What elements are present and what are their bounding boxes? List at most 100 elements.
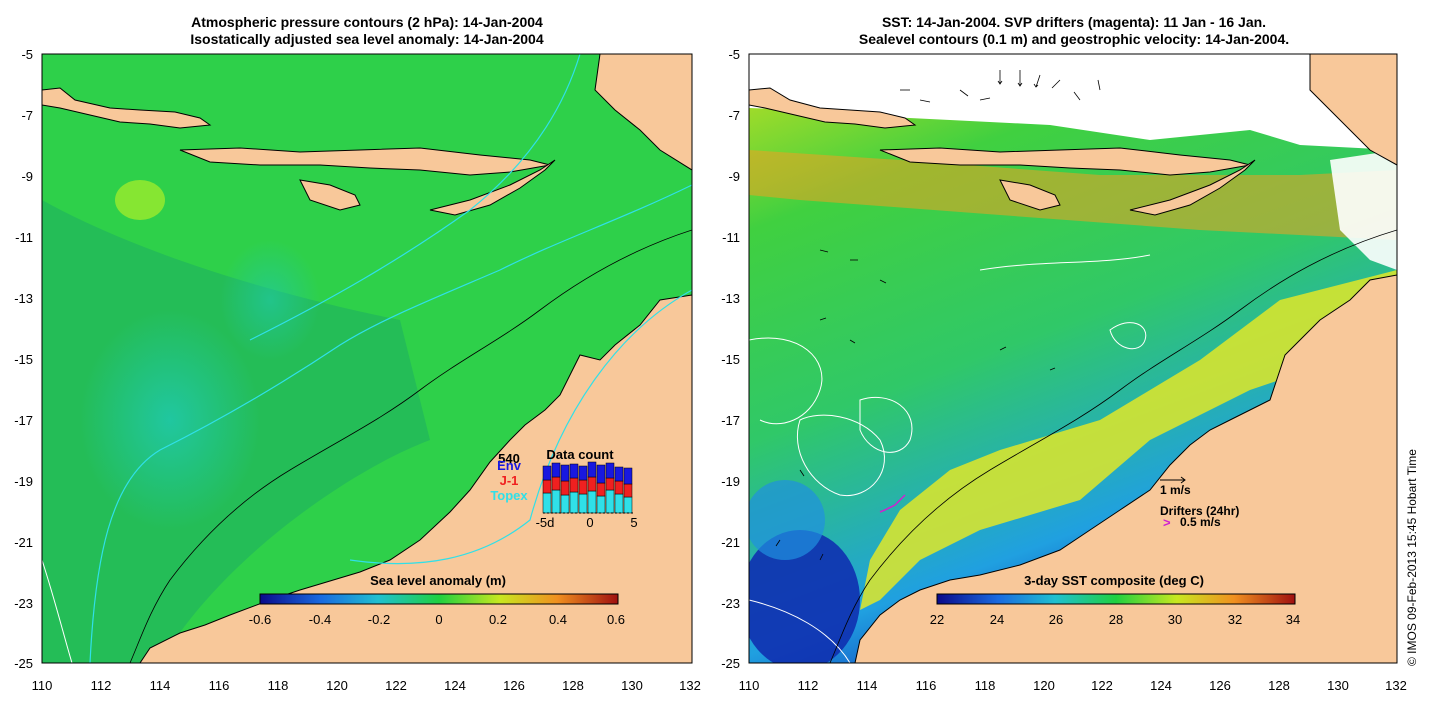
right-x-tick-label: 128 [1268, 678, 1290, 693]
data-count-x-tick: 0 [586, 515, 593, 530]
right-sealevel-contour [749, 337, 823, 425]
left-colorbar-tick: 0 [435, 612, 442, 627]
left-y-tick-label: -5 [21, 47, 33, 62]
velocity-key-label: 1 m/s [1160, 483, 1191, 497]
velocity-key: 1 m/s Drifters (24hr) > 0.5 m/s [1160, 476, 1239, 530]
right-sealevel-contour [749, 599, 851, 663]
velocity-arrow [819, 317, 827, 321]
right-y-tick-label: -19 [721, 474, 740, 489]
data-count-total: 540 [498, 451, 520, 466]
left-title-line2: Isostatically adjusted sea level anomaly… [190, 31, 544, 47]
data-count-legend-env: Env [497, 458, 522, 473]
right-x-tick-label: 130 [1327, 678, 1349, 693]
right-warm-band [749, 150, 1397, 240]
left-lesser-sunda-land [179, 147, 551, 176]
right-map-panel: SST: 14-Jan-2004. SVP drifters (magenta)… [721, 14, 1419, 693]
right-x-tick-label: 114 [857, 678, 878, 693]
data-count-bar [542, 479, 552, 494]
right-x-tick-label: 112 [798, 678, 819, 693]
left-y-tick-label: -11 [15, 230, 33, 245]
left-y-tick-label: -9 [21, 169, 33, 184]
left-x-tick-label: 112 [91, 678, 112, 693]
left-colorbar-tick: -0.6 [249, 612, 271, 627]
right-title-line2: Sealevel contours (0.1 m) and geostrophi… [859, 31, 1289, 47]
velocity-arrow [819, 553, 824, 561]
right-x-tick-label: 120 [1033, 678, 1055, 693]
left-colorbar-tick: 0.6 [607, 612, 625, 627]
left-colorbar: Sea level anomaly (m) -0.6 -0.4 -0.2 0 0… [249, 573, 625, 627]
left-java-land [42, 87, 212, 129]
data-count-bar [578, 465, 588, 481]
right-y-tick-label: -25 [721, 656, 740, 671]
velocity-arrow [959, 89, 969, 97]
velocity-arrow [919, 99, 931, 103]
drifters-key-label: Drifters (24hr) [1160, 504, 1239, 518]
right-sumba-land [999, 179, 1061, 211]
data-count-bar [560, 494, 570, 514]
drifters-speed-label: 0.5 m/s [1180, 515, 1221, 529]
left-x-tick-label: 132 [679, 678, 701, 693]
left-x-tick-label: 118 [268, 678, 289, 693]
left-high-anomaly-blob [115, 180, 165, 220]
velocity-arrow [879, 279, 887, 284]
left-x-tick-label: 124 [444, 678, 466, 693]
data-count-bar [578, 479, 588, 495]
left-colorbar-tick: -0.4 [309, 612, 331, 627]
left-sumba-land [299, 179, 361, 211]
data-count-bar [596, 495, 606, 514]
right-sealevel-contour [979, 254, 1151, 271]
right-sealevel-contour [859, 396, 913, 453]
right-new-guinea-land [1309, 54, 1397, 166]
velocity-arrow [1097, 79, 1101, 91]
velocity-arrow [979, 97, 991, 101]
data-count-bar [569, 463, 579, 479]
velocity-arrow [1033, 74, 1041, 88]
right-australia-land [854, 274, 1397, 663]
left-x-axis: 110 112 114 116 118 120 122 124 126 128 … [32, 678, 701, 693]
right-x-tick-label: 116 [916, 678, 937, 693]
right-y-tick-label: -11 [722, 230, 740, 245]
left-colorbar-tick: 0.4 [549, 612, 567, 627]
left-x-tick-label: 116 [209, 678, 230, 693]
left-y-axis: -5 -7 -9 -11 -13 -15 -17 -19 -21 -23 -25 [14, 47, 33, 671]
data-count-inset: Data count 540 Env J-1 Topex [490, 447, 637, 530]
left-y-tick-label: -25 [14, 656, 33, 671]
right-sealevel-contour [796, 414, 885, 497]
right-velocity-arrows [775, 70, 1101, 561]
data-count-bar [551, 476, 561, 491]
left-x-tick-label: 126 [503, 678, 525, 693]
data-count-title: Data count [546, 447, 614, 462]
data-count-bar [551, 489, 561, 514]
right-shelf-contour [829, 229, 1397, 663]
left-low-anomaly-blob [220, 240, 320, 360]
data-count-bar [551, 462, 561, 478]
left-y-tick-label: -7 [21, 108, 33, 123]
right-lesser-sunda-land [879, 147, 1251, 176]
data-count-legend-j1: J-1 [500, 473, 519, 488]
right-colorbar-tick: 22 [930, 612, 944, 627]
data-count-x-tick: -5d [536, 515, 555, 530]
velocity-arrow [1073, 91, 1081, 101]
right-colorbar-tick: 26 [1049, 612, 1063, 627]
data-count-bar [560, 480, 570, 496]
imos-credit: © IMOS 09-Feb-2013 15:45 Hobart Time [1405, 449, 1419, 666]
right-cool-eddy [749, 530, 860, 663]
velocity-arrow [819, 249, 829, 253]
right-x-tick-label: 122 [1091, 678, 1113, 693]
right-colorbar-tick: 28 [1109, 612, 1123, 627]
data-count-bar [587, 490, 597, 514]
data-count-bar [560, 464, 570, 482]
left-low-anomaly-blob [80, 310, 260, 530]
data-count-bar [587, 476, 597, 492]
left-new-guinea-land [594, 54, 692, 171]
right-x-tick-label: 132 [1385, 678, 1407, 693]
data-count-bar [623, 496, 633, 514]
data-count-bar [596, 482, 606, 497]
left-y-tick-label: -17 [14, 413, 33, 428]
right-x-tick-label: 118 [975, 678, 996, 693]
right-colorbar-tick: 24 [990, 612, 1004, 627]
right-x-tick-label: 124 [1150, 678, 1172, 693]
left-x-tick-label: 114 [150, 678, 171, 693]
right-x-axis: 110 112 114 116 118 120 122 124 126 128 … [739, 678, 1407, 693]
right-y-tick-label: -15 [721, 352, 740, 367]
